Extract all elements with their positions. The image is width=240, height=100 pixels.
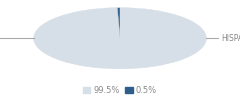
Wedge shape [34,8,206,69]
Legend: 99.5%, 0.5%: 99.5%, 0.5% [82,85,158,96]
Text: HISPANIC: HISPANIC [221,34,240,43]
Wedge shape [117,8,120,38]
